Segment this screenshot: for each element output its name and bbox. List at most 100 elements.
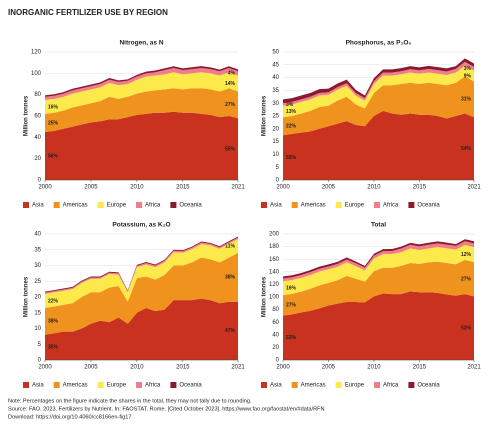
area xyxy=(283,58,474,104)
legend-swatch xyxy=(374,202,381,208)
y-tick-label: 10 xyxy=(272,152,279,158)
y-tick-label: 0 xyxy=(276,178,280,184)
legend-label: Europe xyxy=(345,203,365,209)
y-tick-label: 40 xyxy=(272,75,279,81)
area xyxy=(45,237,238,294)
y-tick-label: 120 xyxy=(31,50,42,56)
figure-title: INORGANIC FERTILIZER USE BY REGION xyxy=(8,8,168,17)
legend-label: Asia xyxy=(32,203,44,209)
legend-label: Africa xyxy=(145,383,161,389)
y-tick-label: 180 xyxy=(269,244,280,250)
y-tick-label: 160 xyxy=(269,257,280,263)
y-axis-label: Million tonnes xyxy=(24,95,30,136)
share-label: 38% xyxy=(225,275,236,281)
legend-label: Europe xyxy=(107,383,127,389)
x-tick-label: 2005 xyxy=(322,365,336,371)
x-tick-label: 2021 xyxy=(231,185,245,191)
y-tick-label: 5 xyxy=(276,165,280,171)
legend-swatch xyxy=(136,202,143,208)
share-label: 22% xyxy=(286,124,297,130)
y-axis-label: Million tonnes xyxy=(24,276,30,317)
y-tick-label: 10 xyxy=(34,326,41,332)
area xyxy=(45,298,238,360)
legend-swatch xyxy=(335,382,342,388)
area xyxy=(283,76,474,136)
legend-label: Europe xyxy=(107,203,127,209)
y-axis-label: Million tonnes xyxy=(262,276,268,317)
share-label: 3% xyxy=(464,66,472,72)
area xyxy=(45,252,238,335)
share-label: 56% xyxy=(48,153,59,159)
area xyxy=(45,88,238,132)
chart-title: Total xyxy=(371,222,386,229)
area xyxy=(283,65,474,118)
legend-label: Americas xyxy=(63,203,88,209)
legend-label: Oceania xyxy=(417,203,440,209)
share-label: 3% xyxy=(286,102,294,108)
y-tick-label: 20 xyxy=(34,295,41,301)
legend-swatch xyxy=(53,382,60,388)
x-tick-label: 2021 xyxy=(231,365,245,371)
legend-label: Europe xyxy=(345,383,365,389)
area xyxy=(283,110,474,180)
y-tick-label: 5 xyxy=(38,342,42,348)
area xyxy=(283,259,474,316)
y-tick-label: 120 xyxy=(269,282,280,288)
chart-title: Nitrogen, as N xyxy=(119,40,163,47)
area xyxy=(283,241,474,282)
share-label: 25% xyxy=(48,120,59,126)
legend-label: Americas xyxy=(301,383,326,389)
legend-label: Oceania xyxy=(417,383,440,389)
y-tick-label: 35 xyxy=(272,88,279,94)
y-tick-label: 60 xyxy=(272,320,279,326)
share-label: 4% xyxy=(228,71,236,77)
legend-swatch xyxy=(97,382,104,388)
area xyxy=(283,61,474,106)
share-label: 27% xyxy=(461,277,472,283)
x-tick-label: 2005 xyxy=(84,365,98,371)
legend-label: Americas xyxy=(301,203,326,209)
area xyxy=(45,239,238,309)
y-tick-label: 40 xyxy=(272,332,279,338)
y-tick-label: 15 xyxy=(34,310,41,316)
x-tick-label: 2010 xyxy=(130,185,144,191)
legend-label: Asia xyxy=(270,383,282,389)
y-tick-label: 0 xyxy=(38,358,42,364)
area xyxy=(45,68,238,100)
share-label: 35% xyxy=(48,345,59,351)
share-label: 31% xyxy=(461,97,472,103)
x-tick-label: 2015 xyxy=(176,185,190,191)
chart-title: Potassium, as K₂O xyxy=(112,222,170,229)
legend-label: Asia xyxy=(270,203,282,209)
legend-label: Oceania xyxy=(179,383,202,389)
legend-label: Asia xyxy=(32,383,44,389)
share-label: 47% xyxy=(225,328,236,334)
y-tick-label: 35 xyxy=(34,247,41,253)
area xyxy=(283,291,474,360)
legend-swatch xyxy=(170,202,177,208)
share-label: 16% xyxy=(48,104,59,110)
legend-swatch xyxy=(170,382,177,388)
note: Note: Percentages on the figure indicate… xyxy=(8,398,252,404)
chart-title: Phosphorus, as P₂O₅ xyxy=(346,40,412,47)
legend-swatch xyxy=(374,382,381,388)
y-tick-label: 140 xyxy=(269,269,280,275)
y-tick-label: 50 xyxy=(272,50,279,56)
share-label: 9% xyxy=(464,73,472,79)
y-tick-label: 100 xyxy=(269,295,280,301)
x-tick-label: 2021 xyxy=(467,365,481,371)
x-tick-label: 2000 xyxy=(276,365,290,371)
share-label: 12% xyxy=(461,252,472,258)
share-label: 11% xyxy=(225,243,235,249)
y-tick-label: 200 xyxy=(269,232,280,238)
legend-swatch xyxy=(23,202,29,208)
x-tick-label: 2000 xyxy=(276,185,290,191)
legend-swatch xyxy=(53,202,60,208)
x-tick-label: 2015 xyxy=(413,185,427,191)
y-axis-label: Million tonnes xyxy=(262,95,268,136)
share-label: 27% xyxy=(225,102,236,108)
y-tick-label: 40 xyxy=(34,135,41,141)
y-tick-label: 20 xyxy=(272,126,279,132)
legend-swatch xyxy=(408,382,415,388)
